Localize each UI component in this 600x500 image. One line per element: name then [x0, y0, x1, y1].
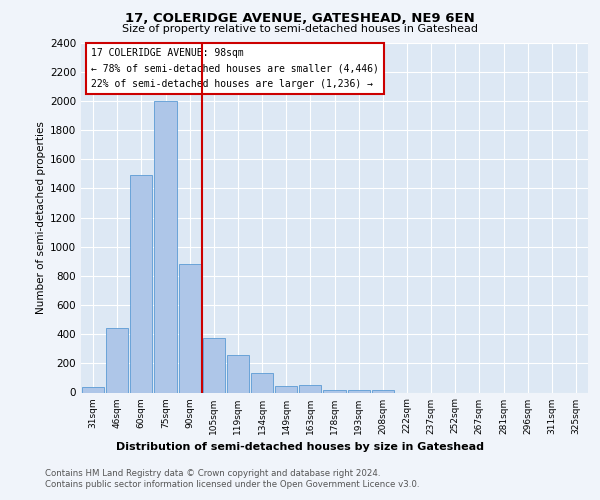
Text: 17 COLERIDGE AVENUE: 98sqm
← 78% of semi-detached houses are smaller (4,446)
22%: 17 COLERIDGE AVENUE: 98sqm ← 78% of semi…: [91, 48, 379, 89]
Text: Distribution of semi-detached houses by size in Gateshead: Distribution of semi-detached houses by …: [116, 442, 484, 452]
Text: Contains public sector information licensed under the Open Government Licence v3: Contains public sector information licen…: [45, 480, 419, 489]
Bar: [227, 356, 249, 393]
Bar: [154, 101, 176, 392]
Bar: [347, 390, 370, 392]
Y-axis label: Number of semi-detached properties: Number of semi-detached properties: [36, 121, 46, 314]
Bar: [203, 338, 225, 392]
Bar: [251, 373, 273, 392]
Bar: [323, 390, 346, 392]
Text: Contains HM Land Registry data © Crown copyright and database right 2024.: Contains HM Land Registry data © Crown c…: [45, 469, 380, 478]
Bar: [130, 175, 152, 392]
Bar: [179, 264, 201, 392]
Bar: [106, 328, 128, 392]
Bar: [371, 390, 394, 392]
Bar: [299, 385, 322, 392]
Bar: [275, 386, 298, 392]
Bar: [82, 388, 104, 392]
Text: 17, COLERIDGE AVENUE, GATESHEAD, NE9 6EN: 17, COLERIDGE AVENUE, GATESHEAD, NE9 6EN: [125, 12, 475, 26]
Text: Size of property relative to semi-detached houses in Gateshead: Size of property relative to semi-detach…: [122, 24, 478, 34]
